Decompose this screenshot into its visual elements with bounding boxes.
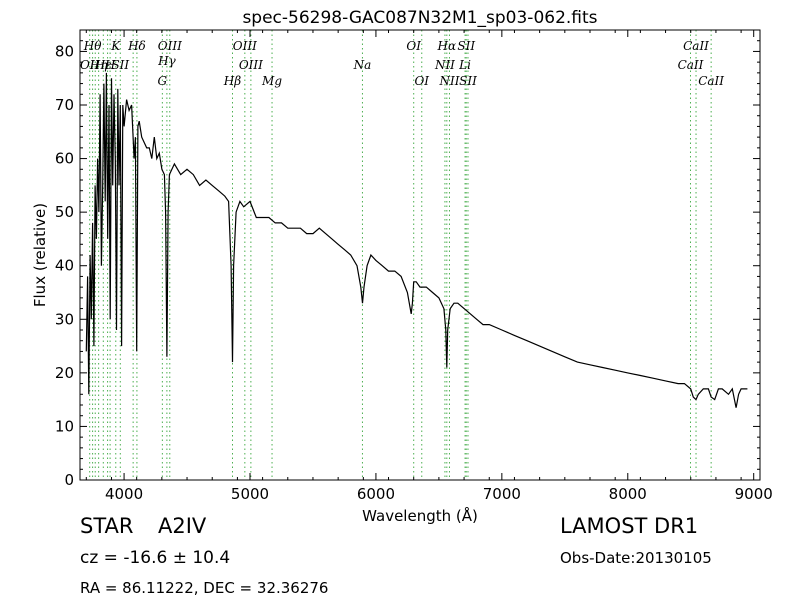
plot-frame [79, 29, 761, 481]
spectral-line-label: Hδ [127, 39, 146, 53]
spectral-line-label: OIII [239, 58, 263, 72]
spectral-line-label: Hα [437, 39, 457, 53]
x-tick-label: 7000 [483, 485, 521, 503]
redshift-cz: cz = -16.6 ± 10.4 [80, 548, 231, 568]
x-tick-label: 6000 [357, 485, 395, 503]
y-axis-ticks: 0 10 20 30 40 50 60 70 80 [55, 40, 760, 489]
object-type: STAR [80, 514, 134, 538]
spectral-line-label: SII [111, 58, 129, 72]
y-tick-label: 30 [55, 310, 74, 328]
spectral-line-label: H [104, 58, 116, 72]
spectral-line-label: OIII [158, 39, 182, 53]
spectral-line-label: CaII [678, 58, 704, 72]
spectral-line-markers [89, 30, 712, 480]
y-tick-label: 40 [55, 257, 74, 275]
x-tick-label: 8000 [609, 485, 647, 503]
y-tick-label: 70 [55, 96, 74, 114]
y-tick-label: 20 [55, 364, 74, 382]
coordinates: RA = 86.11222, DEC = 32.36276 [80, 579, 329, 597]
y-axis-label: Flux (relative) [31, 203, 49, 307]
spectral-line-label: Hε [94, 58, 112, 72]
spectral-line-label: SII [457, 39, 475, 53]
spectral-line-label: OI [406, 39, 421, 53]
survey-name: LAMOST DR1 [560, 514, 699, 538]
spectral-line-label: Hθ [83, 39, 102, 53]
spectral-line-label: CaII [683, 39, 709, 53]
x-axis-ticks: 4000 5000 6000 7000 8000 9000 [85, 30, 773, 503]
spectral-line-label: Na [353, 58, 372, 72]
spectral-line-label: OI [414, 74, 429, 88]
spectral-line-label: OII [80, 58, 100, 72]
spectral-line-label: SII [459, 74, 477, 88]
spectral-line-label: CaII [698, 74, 724, 88]
spectral-line-label: Hβ [223, 74, 241, 88]
spectral-line-labels: OIIHθHηHεHKSIIHδGHγOIIIHβOIIIOIIIMgNaOIO… [80, 39, 724, 88]
spectral-line-label: Li [458, 58, 471, 72]
x-tick-label: 5000 [231, 485, 269, 503]
spectral-line-label: K [110, 39, 121, 53]
flux-series-line [85, 72, 748, 408]
spectral-line-label: OIII [233, 39, 257, 53]
y-tick-label: 60 [55, 150, 74, 168]
spectral-line-label: G [158, 74, 168, 88]
x-tick-label: 4000 [105, 485, 143, 503]
y-tick-label: 0 [64, 471, 74, 489]
y-tick-label: 10 [55, 417, 74, 435]
spectral-subclass: A2IV [158, 514, 207, 538]
spectral-line-label: NII [434, 58, 455, 72]
spectral-line-label: Hγ [157, 54, 176, 68]
y-tick-label: 80 [55, 42, 74, 60]
y-tick-label: 50 [55, 203, 74, 221]
spectral-line-label: Hη [89, 58, 108, 72]
spectral-line-label: NII [438, 74, 459, 88]
chart-title: spec-56298-GAC087N32M1_sp03-062.fits [242, 8, 597, 28]
x-axis-label: Wavelength (Å) [362, 506, 478, 525]
observation-date: Obs-Date:20130105 [560, 549, 712, 567]
x-tick-label: 9000 [735, 485, 773, 503]
spectral-line-label: Mg [261, 74, 282, 88]
